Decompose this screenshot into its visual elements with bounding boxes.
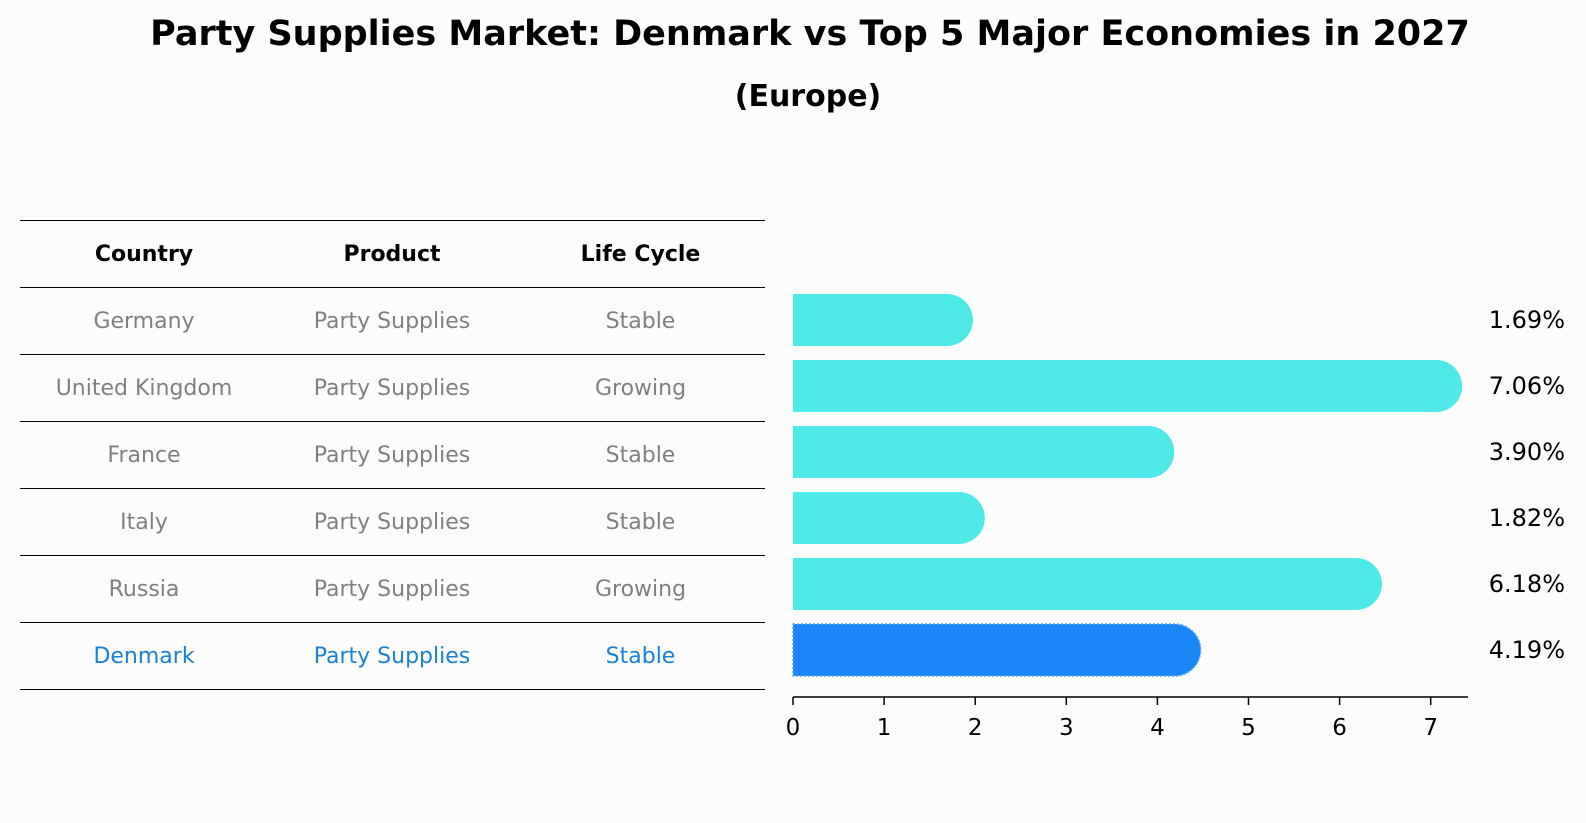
x-tick-label: 2: [968, 715, 983, 741]
life-cycle-cell: Growing: [516, 354, 765, 422]
product-cell: Party Supplies: [268, 622, 516, 690]
country-cell: Germany: [20, 287, 268, 355]
product-cell: Party Supplies: [268, 354, 516, 422]
value-label: 1.69%: [1489, 306, 1565, 334]
product-cell: Party Supplies: [268, 488, 516, 556]
table-header-row: Country Product Life Cycle: [20, 220, 765, 288]
value-label: 4.19%: [1489, 636, 1565, 664]
country-cell: Italy: [20, 488, 268, 556]
bar: [793, 426, 1175, 478]
life-cycle-cell: Stable: [516, 421, 765, 489]
life-cycle-cell: Growing: [516, 555, 765, 623]
table-row: Italy Party Supplies Stable: [20, 488, 765, 556]
table-row: Germany Party Supplies Stable: [20, 287, 765, 355]
bar: [793, 492, 985, 544]
chart-subtitle: (Europe): [734, 79, 882, 114]
product-cell: Party Supplies: [268, 421, 516, 489]
life-cycle-cell: Stable: [516, 287, 765, 355]
column-header-product: Product: [268, 220, 516, 288]
x-tick-label: 3: [1059, 715, 1074, 741]
value-label: 1.82%: [1489, 504, 1565, 532]
x-tick-label: 1: [877, 715, 892, 741]
bar: [793, 558, 1382, 610]
product-cell: Party Supplies: [268, 555, 516, 623]
country-cell: Denmark: [20, 622, 268, 690]
life-cycle-cell: Stable: [516, 622, 765, 690]
column-header-life-cycle: Life Cycle: [516, 220, 765, 288]
x-tick-label: 7: [1423, 715, 1438, 741]
data-table: Country Product Life Cycle Germany Party…: [20, 220, 765, 690]
life-cycle-cell: Stable: [516, 488, 765, 556]
value-label: 6.18%: [1489, 570, 1565, 598]
x-tick-label: 5: [1241, 715, 1256, 741]
product-cell: Party Supplies: [268, 287, 516, 355]
bar-highlight: [792, 623, 1202, 677]
table-row: Russia Party Supplies Growing: [20, 555, 765, 623]
x-tick-label: 6: [1332, 715, 1347, 741]
value-label: 7.06%: [1489, 372, 1565, 400]
table-row: France Party Supplies Stable: [20, 421, 765, 489]
table-row: United Kingdom Party Supplies Growing: [20, 354, 765, 422]
column-header-country: Country: [20, 220, 268, 288]
country-cell: France: [20, 421, 268, 489]
chart-title: Party Supplies Market: Denmark vs Top 5 …: [150, 14, 1470, 54]
x-tick-label: 4: [1150, 715, 1165, 741]
bar: [793, 294, 973, 346]
country-cell: Russia: [20, 555, 268, 623]
bar: [793, 360, 1463, 412]
country-cell: United Kingdom: [20, 354, 268, 422]
value-label: 3.90%: [1489, 438, 1565, 466]
x-tick-label: 0: [786, 715, 801, 741]
table-row-highlight: Denmark Party Supplies Stable: [20, 622, 765, 690]
